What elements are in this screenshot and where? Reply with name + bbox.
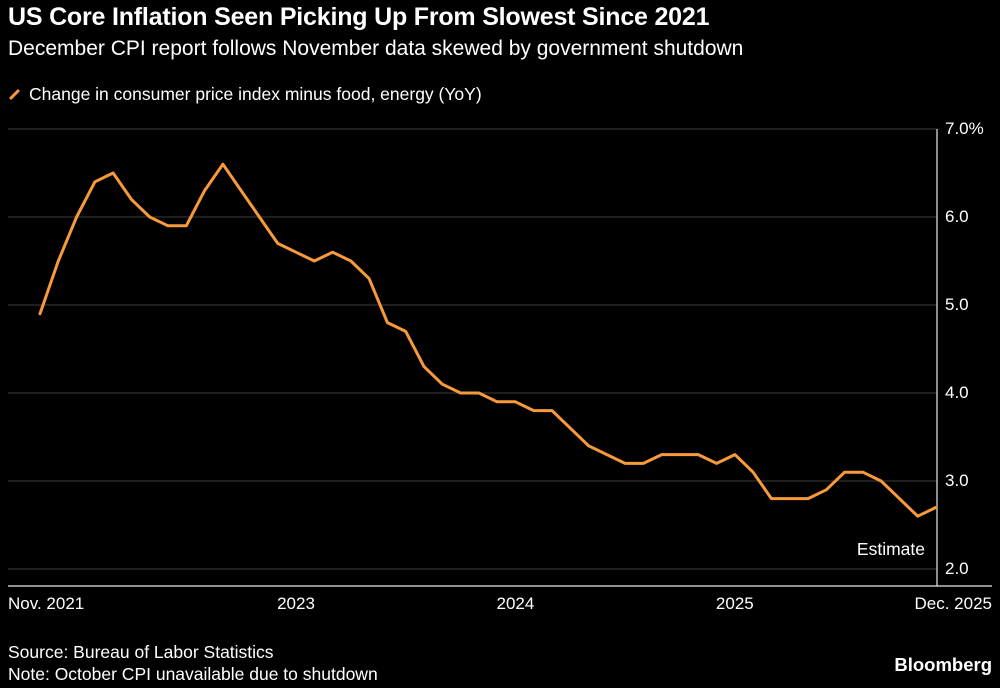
x-tick-label: Dec. 2025 [914,594,993,613]
source-attribution: Source: Bureau of Labor Statistics [8,642,274,662]
page-subtitle: December CPI report follows November dat… [8,37,744,60]
y-tick-label: 5.0 [945,295,969,314]
legend-label: Change in consumer price index minus foo… [29,84,482,104]
y-tick-label: 4.0 [945,383,969,402]
core-cpi-series-line [38,162,938,518]
footnote: Note: October CPI unavailable due to shu… [8,664,378,684]
bloomberg-logo: Bloomberg [894,654,992,675]
y-tick-label: 2.0 [945,559,969,578]
legend: Change in consumer price index minus foo… [8,84,482,105]
y-tick-label: 7.0% [945,119,984,138]
legend-line-marker-icon [8,88,21,101]
y-tick-label: 6.0 [945,207,969,226]
estimate-annotation: Estimate [856,539,925,559]
x-tick-label: 2025 [715,594,754,613]
page-title: US Core Inflation Seen Picking Up From S… [8,3,710,31]
x-tick-label: 2024 [496,594,535,613]
x-tick-label: 2023 [277,594,315,613]
x-tick-label: Nov. 2021 [8,594,85,613]
y-tick-label: 3.0 [945,471,969,490]
